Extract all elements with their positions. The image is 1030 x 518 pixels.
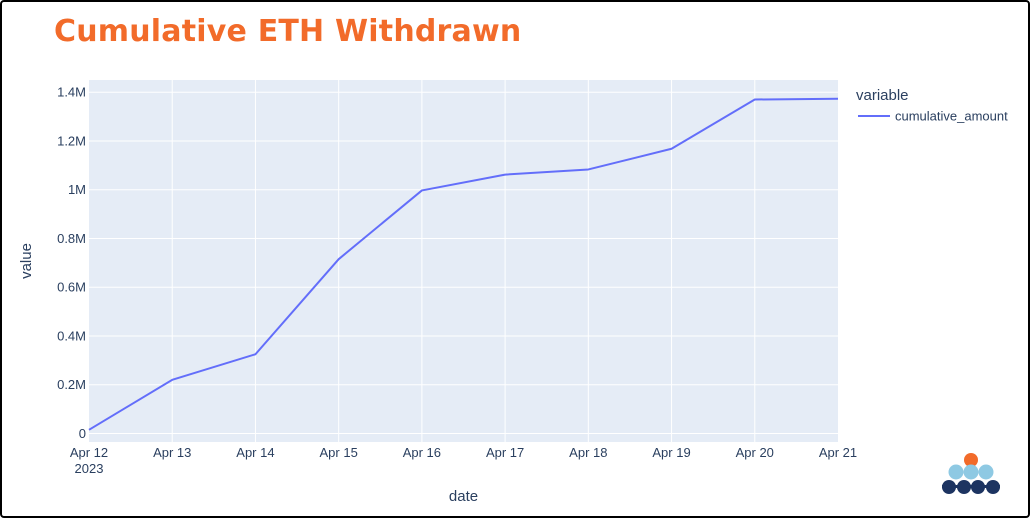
x-tick-label: Apr 15 (320, 445, 358, 460)
x-tick-label: Apr 18 (569, 445, 607, 460)
x-gridlines (171, 80, 756, 442)
logo-dot-top (964, 453, 978, 467)
y-tick-label: 1.2M (57, 133, 86, 148)
x-tick-label: Apr 16 (403, 445, 441, 460)
logo-dot-bottom (942, 480, 956, 494)
series-line[interactable] (88, 97, 839, 431)
y-tick-labels: 0 0.2M 0.4M 0.6M 0.8M 1M 1.2M 1.4M (57, 85, 86, 441)
series-layer (88, 97, 839, 431)
legend-item-label[interactable]: cumulative_amount (895, 109, 1008, 124)
x-axis-title: date (449, 488, 478, 505)
logo-dot-bottom (986, 480, 1000, 494)
y-tick-label: 0.2M (57, 377, 86, 392)
x-tick-label: Apr 14 (236, 445, 274, 460)
stacked-dots-logo-icon (942, 453, 1000, 494)
x-tick-label: Apr 19 (652, 445, 690, 460)
y-tick-label: 1M (68, 182, 86, 197)
y-axis-title: value (18, 243, 35, 279)
logo-dot-middle (948, 464, 964, 480)
x-tick-label: Apr 21 (819, 445, 857, 460)
logo-dot-bottom (971, 480, 985, 494)
x-tick-label: Apr 20 (736, 445, 774, 460)
y-tick-label: 0 (79, 426, 86, 441)
logo-bar (942, 485, 1000, 488)
y-gridlines (89, 91, 838, 434)
y-tick-label: 0.8M (57, 231, 86, 246)
y-tick-label: 0.4M (57, 328, 86, 343)
logo-dot-middle (963, 464, 979, 480)
plot-area (89, 80, 838, 442)
x-tick-label-year: 2023 (75, 461, 104, 476)
y-tick-label: 1.4M (57, 85, 86, 100)
y-tick-label: 0.6M (57, 280, 86, 295)
chart-title: Cumulative ETH Withdrawn (54, 14, 522, 49)
logo-dot-bottom (957, 480, 971, 494)
x-tick-label: Apr 13 (153, 445, 191, 460)
legend-title: variable (856, 87, 909, 104)
logo-dot-middle (978, 464, 994, 480)
x-tick-label: Apr 12 (70, 445, 108, 460)
legend[interactable]: variable cumulative_amount (856, 87, 1008, 124)
x-tick-label: Apr 17 (486, 445, 524, 460)
